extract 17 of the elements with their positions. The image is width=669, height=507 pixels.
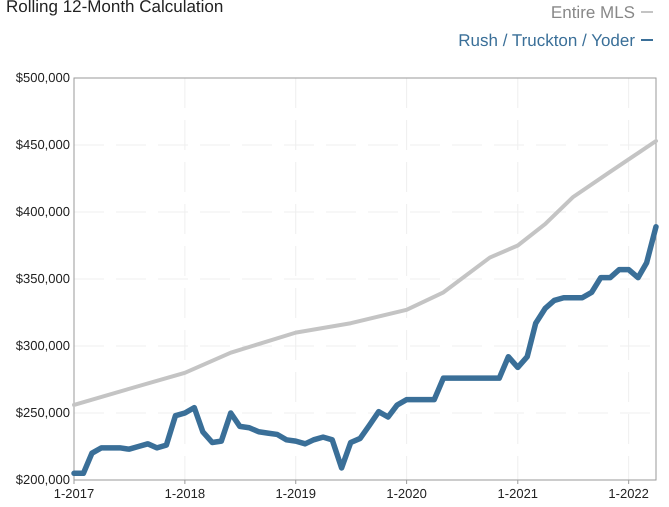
x-tick-label: 1-2021 (498, 486, 538, 501)
x-tick-label: 1-2020 (386, 486, 427, 501)
line-series (72, 138, 658, 407)
x-tick-label: 1-2022 (608, 486, 649, 501)
chart-title: Rolling 12-Month Calculation (6, 0, 224, 16)
y-tick-label: $500,000 (16, 70, 70, 85)
y-tick-label: $250,000 (16, 405, 70, 420)
y-tick-label: $300,000 (16, 338, 70, 353)
y-tick-label: $400,000 (16, 204, 70, 219)
x-tick-label: 1-2019 (276, 486, 316, 501)
legend-label: Rush / Truckton / Yoder (458, 31, 636, 50)
legend-label: Entire MLS (550, 3, 635, 22)
y-tick-label: $350,000 (16, 271, 70, 286)
x-tick-label: 1-2017 (54, 486, 94, 501)
y-tick-label: $450,000 (16, 137, 70, 152)
y-tick-label: $200,000 (16, 472, 70, 487)
x-tick-label: 1-2018 (164, 486, 206, 501)
